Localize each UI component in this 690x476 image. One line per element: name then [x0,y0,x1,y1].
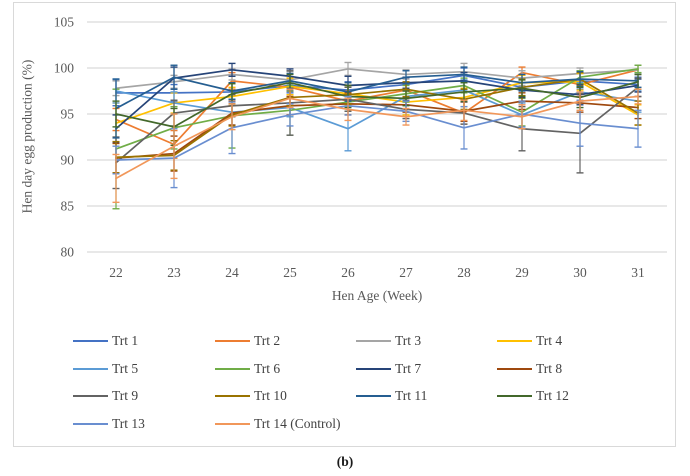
legend-item-trt-2: Trt 2 [215,333,356,349]
x-axis-title: Hen Age (Week) [331,288,423,303]
legend-line-swatch [73,395,108,398]
series-line-trt-3 [115,68,639,90]
series-line-trt-10 [115,78,639,159]
legend-label: Trt 14 (Control) [254,415,341,431]
legend-item-trt-3: Trt 3 [356,333,497,349]
legend-line-swatch [356,339,391,342]
x-tick-label-25: 25 [283,265,297,280]
chart-legend: Trt 1 Trt 2 Trt 3 Trt 4 Trt 5 Trt 6 Trt 7 Trt 8… [73,327,643,438]
x-axis-tick-labels: 22 23 24 25 26 27 28 29 30 31 [109,265,645,280]
legend-label: Trt 7 [395,360,422,376]
x-tick-label-30: 30 [573,265,587,280]
legend-item-trt-4: Trt 4 [497,333,643,349]
series-trt-11 [112,64,642,139]
legend-line-swatch [73,422,108,425]
gridlines [87,21,667,253]
y-tick-label-80: 80 [61,245,75,260]
legend-line-swatch [356,395,391,398]
legend-label: Trt 13 [112,415,145,431]
legend-item-trt-13: Trt 13 [73,416,215,432]
series-line-trt-2 [115,68,639,146]
series-line-trt-14-control [115,95,639,180]
legend-label: Trt 6 [254,360,281,376]
legend-item-trt-5: Trt 5 [73,361,215,377]
legend-line-swatch [215,339,250,342]
legend-label: Trt 9 [112,388,139,404]
legend-item-trt-1: Trt 1 [73,333,215,349]
legend-line-swatch [73,339,108,342]
series-line-trt-1 [115,74,639,94]
x-tick-label-24: 24 [225,265,239,280]
legend-item-trt-8: Trt 8 [497,361,643,377]
legend-label: Trt 8 [536,360,563,376]
y-axis-tick-labels: 80 85 90 95 100 105 [54,15,75,260]
x-tick-label-26: 26 [341,265,355,280]
legend-item-trt-9: Trt 9 [73,388,215,404]
legend-label: Trt 11 [395,388,428,404]
series-trt-1 [112,67,642,107]
legend-item-trt-12: Trt 12 [497,388,643,404]
legend-line-swatch [215,422,250,425]
x-tick-label-22: 22 [109,265,123,280]
series-line-trt-11 [115,73,639,110]
legend-label: Trt 12 [536,388,569,404]
series-line-trt-12 [115,80,639,128]
legend-item-trt-7: Trt 7 [356,361,497,377]
y-tick-label-90: 90 [61,153,75,168]
legend-line-swatch [497,339,532,342]
legend-line-swatch [497,367,532,370]
legend-item-trt-6: Trt 6 [215,361,356,377]
series-trt-5 [112,78,642,152]
legend-line-swatch [356,367,391,370]
y-axis-title: Hen day egg production (%) [19,59,35,214]
legend-line-swatch [497,395,532,398]
x-tick-label-29: 29 [515,265,529,280]
x-tick-label-31: 31 [631,265,645,280]
legend-line-swatch [215,367,250,370]
y-tick-label-105: 105 [54,15,75,30]
legend-line-swatch [215,395,250,398]
x-tick-label-23: 23 [167,265,181,280]
series-line-trt-13 [115,104,639,161]
figure-caption: (b) [336,454,354,469]
y-tick-label-100: 100 [54,61,75,76]
legend-line-swatch [73,367,108,370]
legend-item-trt-11: Trt 11 [356,388,497,404]
legend-label: Trt 3 [395,332,422,348]
y-tick-label-85: 85 [61,199,75,214]
y-tick-label-95: 95 [61,107,75,122]
legend-label: Trt 5 [112,360,139,376]
legend-item-trt-10: Trt 10 [215,388,356,404]
legend-label: Trt 4 [536,332,563,348]
x-tick-label-27: 27 [399,265,413,280]
legend-item-trt-14-control: Trt 14 (Control) [215,416,356,432]
legend-label: Trt 2 [254,332,281,348]
x-tick-label-28: 28 [457,265,471,280]
series-trt-14-control [112,88,642,204]
legend-label: Trt 10 [254,388,287,404]
legend-label: Trt 1 [112,332,139,348]
